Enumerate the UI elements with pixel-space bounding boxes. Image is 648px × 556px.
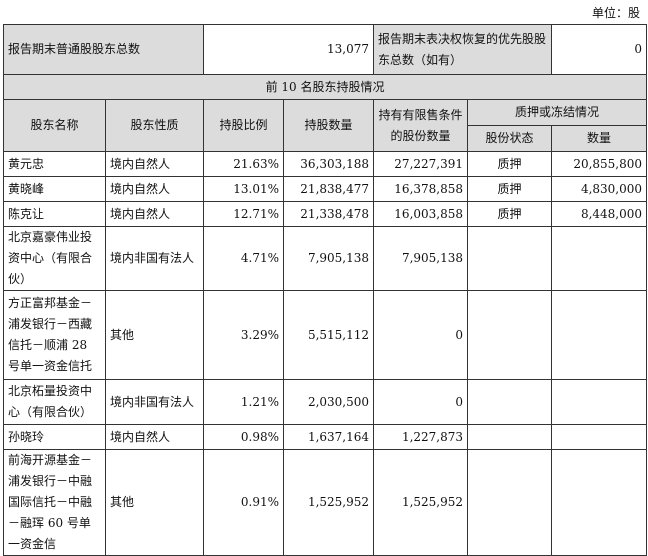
cell-count: 2,030,500: [283, 379, 375, 425]
cell-name: 前海开源基金－浦发银行－中融国际信托－中融－融珲 60 号单一资金信: [3, 449, 106, 556]
cell-ratio: 13.01%: [203, 176, 285, 202]
cell-restricted: 1,525,952: [373, 449, 469, 556]
cell-restricted: 1,227,873: [373, 424, 469, 450]
cell-qty: 8,448,000: [551, 201, 648, 227]
cell-ratio: 1.21%: [203, 379, 285, 425]
cell-qty: [551, 290, 648, 380]
section-title-row: 前 10 名股东持股情况: [2, 74, 648, 100]
cell-name: 北京嘉豪伟业投资中心（有限合伙）: [3, 226, 106, 291]
cell-name: 黄元忠: [3, 151, 106, 177]
cell-status: [467, 424, 553, 450]
cell-nature: 其他: [104, 449, 205, 556]
cell-status: 质押: [467, 151, 553, 177]
cell-qty: 4,830,000: [551, 176, 648, 202]
cell-count: 21,338,478: [283, 201, 375, 227]
cell-ratio: 3.29%: [203, 290, 285, 380]
cell-nature: 其他: [104, 290, 205, 380]
cell-count: 1,525,952: [283, 449, 375, 556]
cell-name: 方正富邦基金－浦发银行－西藏信托－顺浦 28 号单一资金信托: [3, 290, 106, 380]
header-pledge-qty: 数量: [551, 125, 648, 152]
common-holders-label: 报告期末普通股股东总数: [2, 24, 205, 75]
table-row: 北京嘉豪伟业投资中心（有限合伙） 境内非国有法人 4.71% 7,905,138…: [3, 226, 648, 291]
cell-count: 36,303,188: [283, 151, 375, 177]
cell-qty: 20,855,800: [551, 151, 648, 177]
table-row: 黄晓峰 境内自然人 13.01% 21,838,477 16,378,858 质…: [3, 176, 648, 202]
cell-ratio: 0.91%: [203, 449, 285, 556]
cell-restricted: 7,905,138: [373, 226, 469, 291]
cell-count: 7,905,138: [283, 226, 375, 291]
cell-nature: 境内自然人: [104, 424, 205, 450]
cell-count: 21,838,477: [283, 176, 375, 202]
cell-restricted: 27,227,391: [373, 151, 469, 177]
preferred-holders-value: 0: [551, 24, 648, 75]
header-pledge: 质押或冻结情况: [467, 99, 648, 126]
header-name: 股东名称: [3, 99, 106, 152]
cell-count: 1,637,164: [283, 424, 375, 450]
unit-label: 单位：股: [591, 6, 640, 20]
cell-qty: [551, 226, 648, 291]
section-title: 前 10 名股东持股情况: [2, 74, 648, 100]
cell-status: [467, 226, 553, 291]
header-ratio: 持股比例: [203, 99, 285, 152]
header-row-1: 股东名称 股东性质 持股比例 持股数量 持有有限售条件的股份数量 质押或冻结情况: [3, 99, 648, 152]
cell-name: 陈克让: [3, 201, 106, 227]
cell-ratio: 21.63%: [203, 151, 285, 177]
cell-status: [467, 290, 553, 380]
header-count: 持股数量: [283, 99, 375, 152]
table-row: 陈克让 境内自然人 12.71% 21,338,478 16,003,858 质…: [3, 201, 648, 227]
cell-nature: 境内非国有法人: [104, 226, 205, 291]
cell-nature: 境内自然人: [104, 151, 205, 177]
header-row-2: 股份状态 数量: [4, 125, 648, 152]
cell-name: 黄晓峰: [3, 176, 106, 202]
header-nature: 股东性质: [104, 99, 205, 152]
cell-ratio: 4.71%: [203, 226, 285, 291]
cell-count: 5,515,112: [283, 290, 375, 380]
header-restricted: 持有有限售条件的股份数量: [373, 99, 469, 152]
cell-ratio: 0.98%: [203, 424, 285, 450]
table-body: 报告期末普通股股东总数 13,077 报告期末表决权恢复的优先股股东总数（如有）…: [2, 24, 648, 556]
table-row: 方正富邦基金－浦发银行－西藏信托－顺浦 28 号单一资金信托 其他 3.29% …: [3, 290, 648, 380]
table-row: 前海开源基金－浦发银行－中融国际信托－中融－融珲 60 号单一资金信 其他 0.…: [3, 449, 648, 556]
cell-nature: 境内自然人: [104, 201, 205, 227]
shareholder-table: 报告期末普通股股东总数 13,077 报告期末表决权恢复的优先股股东总数（如有）…: [2, 24, 648, 556]
cell-qty: [551, 379, 648, 425]
cell-ratio: 12.71%: [203, 201, 285, 227]
cell-status: [467, 449, 553, 556]
cell-status: [467, 379, 553, 425]
cell-restricted: 0: [373, 379, 469, 425]
cell-qty: [551, 424, 648, 450]
cell-status: 质押: [467, 201, 553, 227]
cell-nature: 境内自然人: [104, 176, 205, 202]
cell-nature: 境内非国有法人: [104, 379, 205, 425]
cell-name: 北京柘量投资中心（有限合伙）: [3, 379, 106, 425]
table-row: 孙晓玲 境内自然人 0.98% 1,637,164 1,227,873: [3, 424, 648, 450]
table-row: 北京柘量投资中心（有限合伙） 境内非国有法人 1.21% 2,030,500 0: [3, 379, 648, 425]
cell-status: 质押: [467, 176, 553, 202]
cell-name: 孙晓玲: [3, 424, 106, 450]
cell-restricted: 16,003,858: [373, 201, 469, 227]
header-pledge-status: 股份状态: [467, 125, 553, 152]
cell-restricted: 0: [373, 290, 469, 380]
cell-qty: [551, 449, 648, 556]
table-row: 黄元忠 境内自然人 21.63% 36,303,188 27,227,391 质…: [3, 151, 648, 177]
preferred-holders-label: 报告期末表决权恢复的优先股股东总数（如有）: [373, 24, 553, 75]
common-holders-value: 13,077: [203, 24, 375, 75]
cell-restricted: 16,378,858: [373, 176, 469, 202]
summary-row: 报告期末普通股股东总数 13,077 报告期末表决权恢复的优先股股东总数（如有）…: [2, 24, 648, 75]
